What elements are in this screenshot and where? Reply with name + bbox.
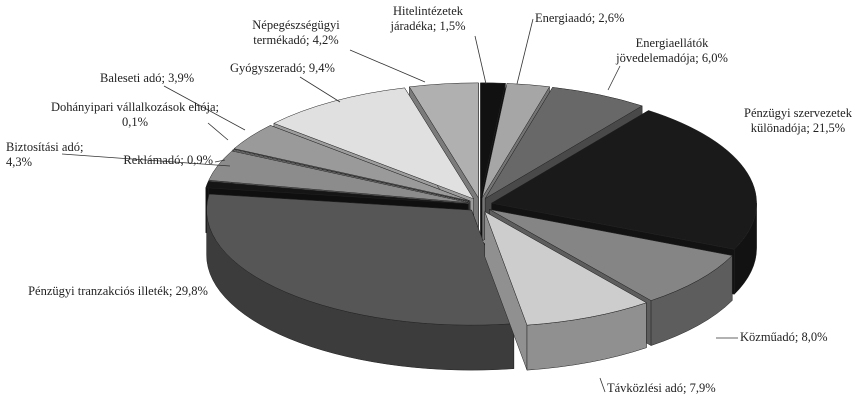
leader-line xyxy=(207,122,229,141)
slice-name: Energiaellátók jövedelemadója xyxy=(616,36,709,65)
slice-value: 3,9% xyxy=(168,71,195,85)
leader-line xyxy=(163,85,246,131)
slice-label: Pénzügyi tranzakciós illeték; 29,8% xyxy=(8,284,228,299)
leader-line xyxy=(349,49,426,83)
slice-value: 0,9% xyxy=(186,153,213,167)
pie-slice xyxy=(480,82,506,198)
slice-value: 29,8% xyxy=(175,284,208,298)
pie-slice xyxy=(481,83,550,199)
slice-value: 21,5% xyxy=(812,121,846,135)
slice-value: 4,2% xyxy=(312,33,339,47)
slice-name: Energiaadó xyxy=(535,11,592,25)
label-separator: ; xyxy=(180,153,187,167)
pie-slice xyxy=(273,87,475,200)
slice-label: Energiaellátók jövedelemadója; 6,0% xyxy=(602,36,742,66)
pie-slice xyxy=(484,87,643,199)
leader-line xyxy=(61,153,231,167)
pie-slice xyxy=(489,209,733,301)
slice-value: 2,6% xyxy=(598,11,625,25)
pie-slice xyxy=(232,149,470,202)
label-separator: ; xyxy=(169,284,176,298)
slice-value: 9,4% xyxy=(308,61,335,75)
pie-slice xyxy=(205,181,469,205)
slice-name: Reklámadó xyxy=(123,153,181,167)
label-separator: ; xyxy=(794,330,802,344)
pie-slice xyxy=(408,82,479,199)
leader-line xyxy=(214,159,226,163)
slice-label: Közműadó; 8,0% xyxy=(740,330,860,345)
slice-name: Hitelintézetek járadéka xyxy=(390,4,464,33)
slice-name: Baleseti adó xyxy=(100,71,162,85)
slice-group xyxy=(206,193,515,371)
slice-label: Baleseti adó; 3,9% xyxy=(100,71,210,86)
slice-name: Biztosítási adó xyxy=(6,140,80,154)
slice-label: Népegészségügyi termékadó; 4,2% xyxy=(236,18,356,48)
label-separator: ; xyxy=(432,19,440,33)
label-separator: ; xyxy=(591,11,599,25)
leader-line xyxy=(599,377,606,393)
slice-name: Távközlési adó xyxy=(607,381,684,395)
slice-name: Pénzügyi szervezetek különadója xyxy=(744,106,852,135)
label-separator: ; xyxy=(683,381,690,395)
pie-slice xyxy=(233,125,471,202)
slice-label: Dohányipari vállalkozások ehója; 0,1% xyxy=(45,100,225,130)
label-separator: ; xyxy=(215,100,223,114)
leader-line xyxy=(474,35,487,85)
pie-slice xyxy=(490,110,757,250)
leader-line xyxy=(607,65,621,91)
slice-name: Közműadó xyxy=(740,330,795,344)
slice-label: Távközlési adó; 7,9% xyxy=(607,381,747,396)
slice-value: 8,0% xyxy=(801,330,828,344)
label-separator: ; xyxy=(79,140,87,154)
slice-label: Reklámadó; 0,9% xyxy=(100,153,213,168)
slice-value: 0,1% xyxy=(121,115,149,129)
pie-slice xyxy=(484,211,647,326)
slice-value: 4,3% xyxy=(6,155,33,169)
leader-line xyxy=(516,18,534,85)
label-separator: ; xyxy=(306,33,313,47)
leader-line xyxy=(299,76,341,103)
slice-label: Pénzügyi szervezetek különadója; 21,5% xyxy=(728,106,864,136)
slice-label: Energiaadó; 2,6% xyxy=(535,11,655,26)
slice-group xyxy=(484,211,647,371)
slice-name: Dohányipari vállalkozások ehója xyxy=(50,100,216,114)
pie-slice xyxy=(206,193,515,326)
slice-label: Biztosítási adó; 4,3% xyxy=(6,140,86,170)
slice-name: Gyógyszeradó xyxy=(230,61,303,75)
slice-value: 7,9% xyxy=(689,381,716,395)
slice-label: Hitelintézetek járadéka; 1,5% xyxy=(373,4,483,34)
slice-name: Népegészségügyi termékadó xyxy=(252,18,340,47)
slice-name: Pénzügyi tranzakciós illeték xyxy=(28,284,170,298)
slice-value: 6,0% xyxy=(701,51,728,65)
label-separator: ; xyxy=(161,71,169,85)
label-separator: ; xyxy=(806,121,813,135)
slice-value: 1,5% xyxy=(439,19,466,33)
slice-label: Gyógyszeradó; 9,4% xyxy=(230,61,350,76)
label-separator: ; xyxy=(695,51,702,65)
label-separator: ; xyxy=(302,61,309,75)
